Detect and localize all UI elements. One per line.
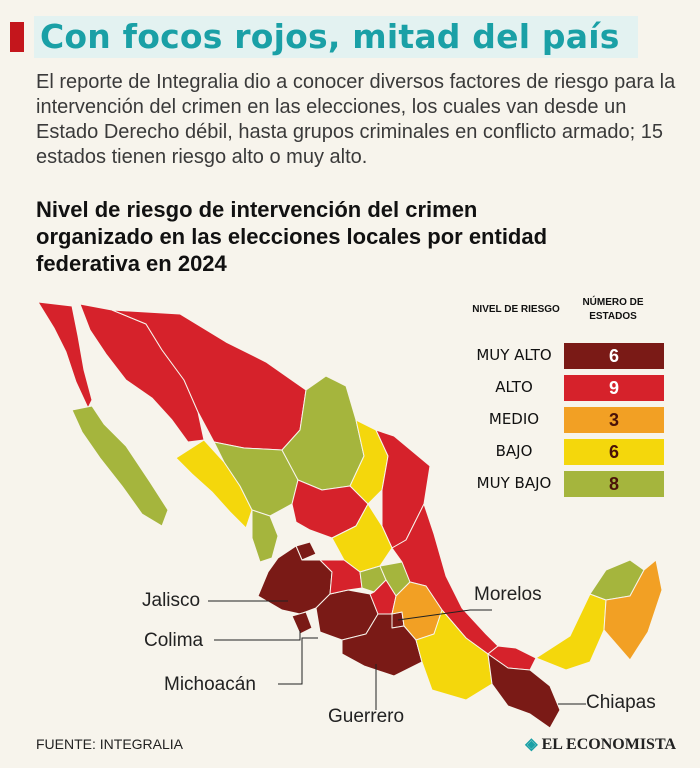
- legend-label: MUY BAJO: [476, 474, 552, 492]
- legend-label: MEDIO: [488, 410, 540, 428]
- callout-chiapas: Chiapas: [586, 692, 656, 713]
- legend-label: BAJO: [495, 442, 533, 460]
- state-campeche: [535, 593, 607, 671]
- brand-name: EL ECONOMISTA: [541, 736, 676, 753]
- state-colima: [291, 611, 313, 635]
- state-guerrero: [341, 613, 423, 677]
- callout-morelos: Morelos: [474, 584, 542, 605]
- header: Con focos rojos, mitad del país: [0, 10, 700, 62]
- leader-michoacan: [278, 637, 318, 685]
- callout-guerrero: Guerrero: [328, 706, 405, 727]
- callout-colima: Colima: [144, 630, 204, 651]
- legend-header-count: NÚMERO DE ESTADOS: [582, 297, 644, 322]
- legend-row-muy-bajo: MUY BAJO 8: [470, 468, 670, 500]
- legend-count: 8: [564, 471, 664, 497]
- header-accent: [10, 22, 24, 52]
- legend-count: 6: [564, 439, 664, 465]
- state-guanajuato: [319, 559, 363, 595]
- legend-count: 9: [564, 375, 664, 401]
- map-area: Jalisco Colima Michoacán Guerrero Morelo…: [30, 290, 690, 740]
- legend-row-alto: ALTO 9: [470, 372, 670, 404]
- callout-jalisco: Jalisco: [142, 590, 201, 611]
- legend-count: 6: [564, 343, 664, 369]
- legend-row-bajo: BAJO 6: [470, 436, 670, 468]
- map-subtitle: Nivel de riesgo de intervención del crim…: [36, 197, 548, 276]
- callout-michoacan: Michoacán: [164, 674, 256, 695]
- leader-colima: [214, 630, 301, 641]
- brand-icon: ◈: [525, 736, 538, 753]
- state-chiapas: [487, 653, 561, 729]
- legend-header-level: NIVEL DE RIESGO: [472, 304, 560, 315]
- publisher-logo: ◈ EL ECONOMISTA: [525, 734, 676, 754]
- state-quintana-roo: [603, 559, 663, 661]
- state-sinaloa: [175, 439, 253, 529]
- state-durango: [213, 441, 299, 517]
- legend-label: ALTO: [495, 378, 533, 396]
- state-baja-california: [37, 301, 93, 409]
- legend-header: NIVEL DE RIESGO NÚMERO DE ESTADOS: [470, 296, 670, 340]
- headline: Con focos rojos, mitad del país: [40, 17, 620, 56]
- mexico-risk-map: [37, 301, 663, 729]
- intro-text: El reporte de Integralia dio a conocer d…: [36, 71, 676, 168]
- legend: NIVEL DE RIESGO NÚMERO DE ESTADOS MUY AL…: [470, 296, 670, 500]
- legend-row-medio: MEDIO 3: [470, 404, 670, 436]
- legend-label: MUY ALTO: [476, 346, 552, 364]
- legend-count: 3: [564, 407, 664, 433]
- state-nayarit: [251, 509, 279, 563]
- leader-morelos: [397, 609, 492, 621]
- title-band: Con focos rojos, mitad del país: [34, 16, 638, 58]
- state-baja-california-sur: [71, 405, 169, 527]
- source-credit: FUENTE: INTEGRALIA: [36, 736, 184, 752]
- legend-row-muy-alto: MUY ALTO 6: [470, 340, 670, 372]
